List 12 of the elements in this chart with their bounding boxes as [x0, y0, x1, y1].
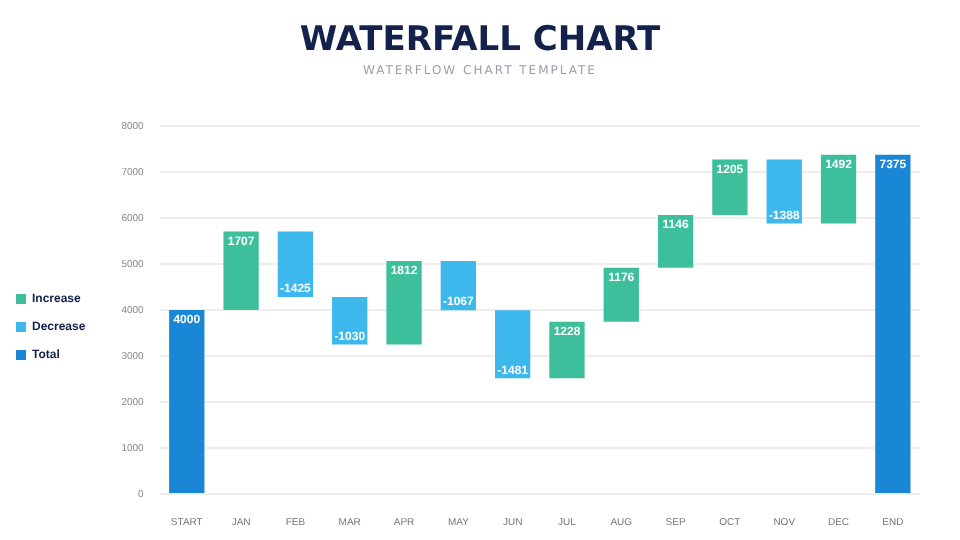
bar	[603, 267, 639, 322]
bar	[495, 310, 531, 379]
bar	[875, 154, 911, 493]
bar	[223, 231, 259, 310]
chart-title: WATERFALL CHART	[297, 20, 663, 60]
bar	[657, 214, 694, 268]
bar	[549, 321, 585, 379]
bar	[386, 261, 422, 345]
bar	[277, 231, 314, 298]
bar	[712, 159, 748, 215]
bar	[169, 310, 205, 493]
bar	[820, 154, 857, 224]
